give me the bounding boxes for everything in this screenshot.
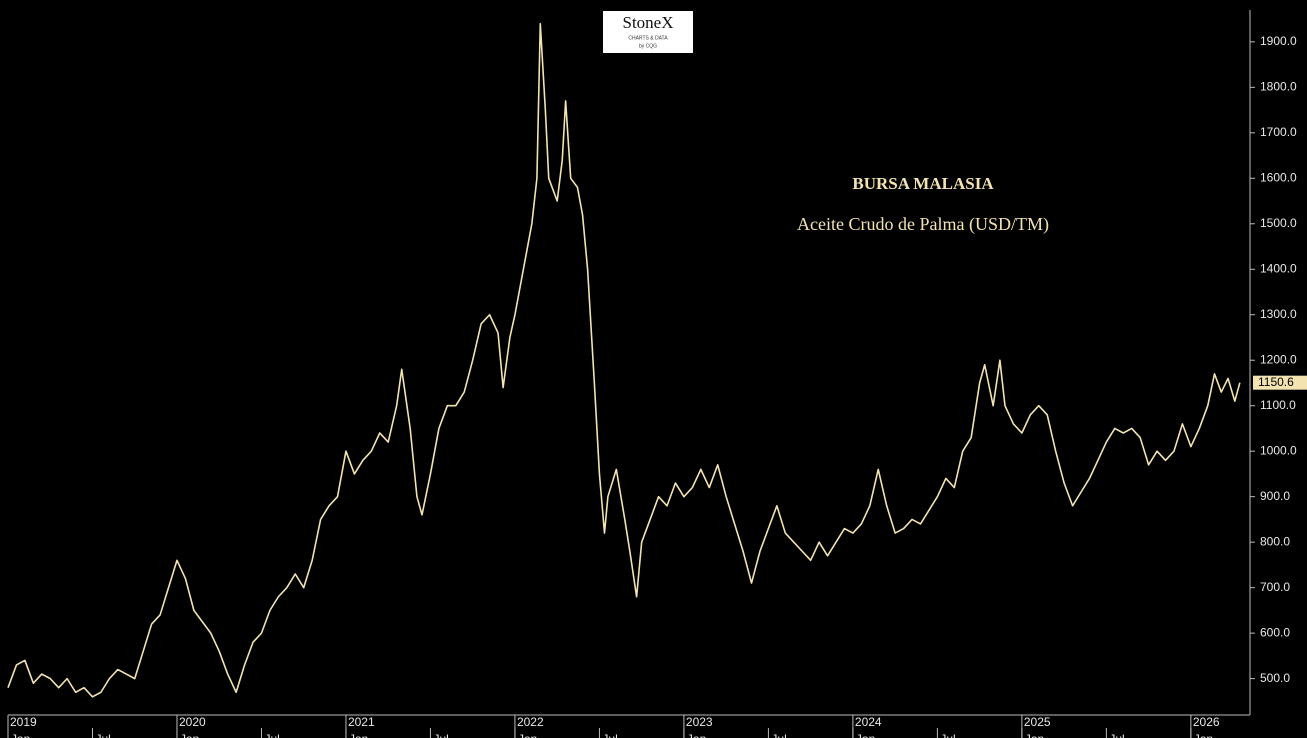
month-tick-label: Jan: [11, 732, 30, 738]
x-tick-label: 2021: [348, 715, 375, 729]
month-tick-label: Jul: [95, 732, 110, 738]
chart-title: BURSA MALASIA: [852, 174, 994, 193]
logo-tagline: CHARTS & DATA: [628, 35, 668, 41]
last-price-box: [1253, 375, 1307, 390]
logo-byline: by CQG: [639, 43, 657, 49]
month-tick-label: Jan: [687, 732, 706, 738]
x-tick-label: 2025: [1024, 715, 1051, 729]
chart-subtitle: Aceite Crudo de Palma (USD/TM): [797, 214, 1049, 235]
month-tick-label: Jan: [856, 732, 875, 738]
logo-brand: StoneX: [623, 13, 674, 32]
y-tick-label: 1700.0: [1260, 125, 1297, 139]
month-tick-label: Jan: [1025, 732, 1044, 738]
month-tick-label: Jul: [264, 732, 279, 738]
y-tick-label: 1200.0: [1260, 352, 1297, 366]
month-tick-label: Jan: [180, 732, 199, 738]
x-tick-label: 2026: [1193, 715, 1220, 729]
month-tick-label: Jul: [771, 732, 786, 738]
logo: StoneX CHARTS & DATA by CQG: [603, 11, 693, 53]
x-tick-label: 2024: [855, 715, 882, 729]
month-tick-label: Jan: [349, 732, 368, 738]
y-tick-label: 1300.0: [1260, 307, 1297, 321]
y-tick-label: 1800.0: [1260, 79, 1297, 93]
x-tick-label: 2020: [179, 715, 206, 729]
month-tick-label: Jul: [602, 732, 617, 738]
x-tick-label: 2019: [10, 715, 37, 729]
y-tick-label: 1900.0: [1260, 34, 1297, 48]
month-tick-label: Jan: [518, 732, 537, 738]
y-tick-label: 1400.0: [1260, 261, 1297, 275]
y-tick-label: 600.0: [1260, 625, 1290, 639]
month-tick-label: Jan: [1194, 732, 1213, 738]
y-tick-label: 1000.0: [1260, 443, 1297, 457]
month-tick-label: Jul: [1109, 732, 1124, 738]
last-price-label: 1150.6: [1258, 375, 1294, 389]
y-tick-label: 800.0: [1260, 534, 1290, 548]
y-tick-label: 500.0: [1260, 671, 1290, 685]
y-tick-label: 700.0: [1260, 580, 1290, 594]
y-tick-label: 1100.0: [1260, 398, 1296, 412]
x-tick-label: 2023: [686, 715, 713, 729]
price-line: [7, 22, 1241, 698]
logo-box: [603, 11, 693, 53]
y-tick-label: 1500.0: [1260, 216, 1297, 230]
y-tick-label: 900.0: [1260, 489, 1290, 503]
y-tick-label: 1600.0: [1260, 170, 1297, 184]
month-tick-label: Jul: [433, 732, 448, 738]
month-tick-label: Jul: [940, 732, 955, 738]
x-tick-label: 2022: [517, 715, 544, 729]
